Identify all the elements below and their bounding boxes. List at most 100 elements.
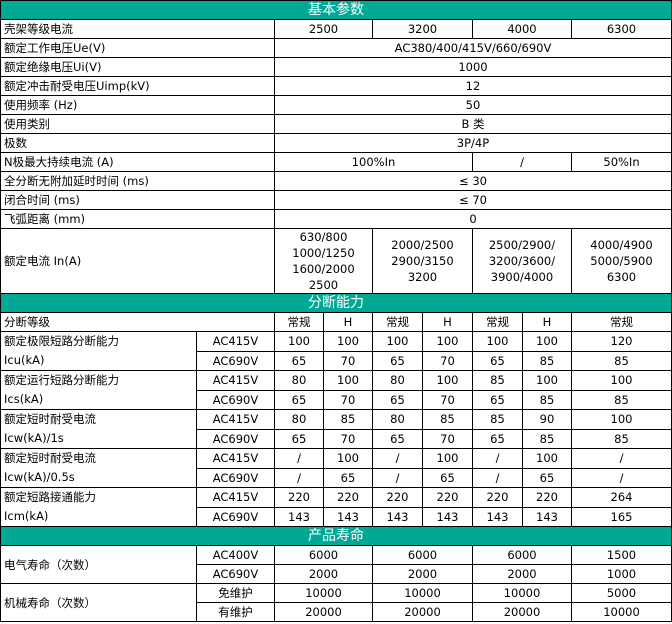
table-row: AC690V 65 70 65 70 65 85 85	[1, 389, 672, 410]
row-label: 壳架等级电流	[0, 19, 275, 39]
table-row: 额定短路接通能力 Icm(kA) AC415V 220 220 220 220 220 220 2…	[0, 487, 672, 527]
table-row: 额定冲击耐受电压Uimp(kV) 12	[0, 76, 672, 96]
value-cell: 100	[571, 409, 672, 430]
value-cell: 10000	[472, 583, 572, 603]
voltage-cell: AC415V	[196, 448, 275, 469]
value-cell: 2500/2900/ 3200/3600/ 3900/4000	[472, 228, 572, 294]
value-cell: 85	[323, 409, 373, 430]
grade-label: 分断等级	[0, 312, 275, 332]
value-cell: 220	[372, 487, 423, 508]
grade-header-row: 分断等级 常规 H 常规 H 常规 H 常规	[0, 312, 672, 332]
value-cell: 70	[323, 350, 373, 371]
value-cell: 80	[372, 409, 423, 430]
group-label-line: 额定短路接通能力	[4, 490, 96, 504]
value-cell: 65	[274, 389, 324, 410]
value-cell: 165	[571, 506, 672, 527]
value-cell: 220	[422, 487, 473, 508]
value-cell: 5000	[571, 583, 672, 603]
group-label: 电气寿命（次数）	[0, 545, 197, 584]
value-cell: 85	[571, 389, 672, 410]
table-row: 额定短时耐受电流 Icw(kA)/1s AC415V 80 85 80 85 85 90 100	[0, 409, 672, 449]
grade-cell: H	[422, 312, 473, 332]
value-cell: AC380/400/415V/660/690V	[274, 38, 672, 58]
table-row: 额定运行短路分断能力 Ics(kA) AC415V 80 100 80 100 85 100 10…	[0, 370, 672, 410]
value-cell: /	[372, 467, 423, 488]
value-cell: 100	[472, 331, 523, 352]
value-cell: 100%In	[274, 152, 473, 172]
value-cell: 20000	[372, 602, 473, 622]
table-row: 全分断无附加延时时间 (ms) ≤ 30	[0, 171, 672, 191]
value-cell: 220	[274, 487, 324, 508]
value-cell: 3P/4P	[274, 133, 672, 153]
value-cell: 10000	[372, 583, 473, 603]
section-header-basic: 基本参数	[0, 0, 672, 20]
value-cell: 100	[571, 370, 672, 391]
value-cell: 85	[522, 350, 572, 371]
value-cell: 80	[274, 409, 324, 430]
voltage-cell: AC415V	[196, 370, 275, 391]
value-cell: 100	[323, 370, 373, 391]
condition-cell: AC400V	[196, 545, 275, 565]
voltage-cell: AC415V	[196, 487, 275, 508]
section-title: 产品寿命	[0, 526, 672, 546]
table-row: 飞弧距离 (mm) 0	[0, 209, 672, 229]
section-title: 基本参数	[0, 0, 672, 20]
section-header-breaking: 分断能力	[0, 293, 672, 313]
value-cell: 70	[422, 428, 473, 449]
group-label-line: Icu(kA)	[4, 353, 45, 367]
value-cell: 4000/4900 5000/5900 6300	[571, 228, 672, 294]
row-label: 全分断无附加延时时间 (ms)	[0, 171, 275, 191]
value-cell: 630/800 1000/1250 1600/2000 2500	[274, 228, 373, 294]
value-cell: 1000	[571, 564, 672, 584]
value-cell: 50	[274, 95, 672, 115]
value-cell: 20000	[274, 602, 373, 622]
value-cell: ≤ 70	[274, 190, 672, 210]
group-label-line: 额定短时耐受电流	[4, 451, 96, 465]
value-cell: 85	[472, 370, 523, 391]
voltage-cell: AC415V	[196, 331, 275, 352]
table-row: 额定短时耐受电流 Icw(kA)/0.5s AC415V/100/100/100/	[0, 448, 672, 488]
table-row: 闭合时间 (ms) ≤ 70	[0, 190, 672, 210]
value-cell: 143	[274, 506, 324, 527]
value-cell: 100	[422, 331, 473, 352]
value-cell: 100	[274, 331, 324, 352]
voltage-cell: AC690V	[196, 389, 275, 410]
value-cell: 2500	[274, 19, 373, 39]
row-label: 额定绝缘电压Ui(V)	[0, 57, 275, 77]
value-cell: 20000	[472, 602, 572, 622]
value-cell: 220	[323, 487, 373, 508]
value-cell: 80	[372, 370, 423, 391]
row-label: 额定冲击耐受电压Uimp(kV)	[0, 76, 275, 96]
value-cell: 70	[323, 428, 373, 449]
value-cell: 143	[522, 506, 572, 527]
value-cell: 120	[571, 331, 672, 352]
table-row: 机械寿命（次数） 免维护 10000 10000 10000 5000	[0, 583, 672, 622]
value-cell: 70	[422, 389, 473, 410]
value-cell: 2000/2500 2900/3150 3200	[372, 228, 473, 294]
value-cell: 85	[422, 409, 473, 430]
value-cell: 65	[472, 389, 523, 410]
table-row: 额定绝缘电压Ui(V) 1000	[0, 57, 672, 77]
voltage-cell: AC690V	[196, 506, 275, 527]
row-label: 额定工作电压Ue(V)	[0, 38, 275, 58]
value-cell: 2000	[274, 564, 373, 584]
value-cell: 10000	[571, 602, 672, 622]
grade-cell: H	[522, 312, 572, 332]
value-cell: 6000	[274, 545, 373, 565]
row-label: 额定电流 In(A)	[0, 228, 275, 294]
table-row: 额定极限短路分断能力 Icu(kA) AC415V 100 100 100 100 100 10…	[0, 331, 672, 371]
grade-cell: 常规	[372, 312, 423, 332]
value-cell: 220	[522, 487, 572, 508]
row-label: 闭合时间 (ms)	[0, 190, 275, 210]
value-cell: 4000	[472, 19, 572, 39]
group-label-line: Icw(kA)/0.5s	[4, 470, 75, 484]
value-cell: 50%In	[571, 152, 672, 172]
value-cell: 220	[472, 487, 523, 508]
table-row: 额定电流 In(A) 630/800 1000/1250 1600/2000 25…	[0, 228, 672, 294]
value-cell: 100	[372, 331, 423, 352]
group-label-line: Icw(kA)/1s	[4, 431, 64, 445]
value-cell: 100	[522, 370, 572, 391]
table-row: 电气寿命（次数） AC400V 6000 6000 6000 1500	[0, 545, 672, 584]
voltage-cell: AC690V	[196, 467, 275, 488]
value-cell: /	[472, 467, 523, 488]
